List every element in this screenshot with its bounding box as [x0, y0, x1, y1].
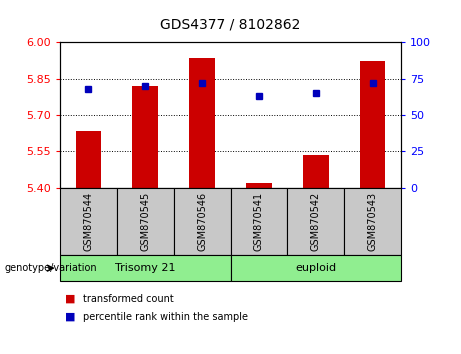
Bar	[132, 86, 158, 188]
Bar	[230, 188, 287, 255]
Bar	[344, 188, 401, 255]
Bar	[303, 155, 329, 188]
Text: GSM870541: GSM870541	[254, 192, 264, 251]
Text: genotype/variation: genotype/variation	[5, 263, 97, 273]
Bar	[76, 131, 101, 188]
Bar	[189, 58, 215, 188]
Text: percentile rank within the sample: percentile rank within the sample	[83, 312, 248, 322]
Text: GSM870543: GSM870543	[367, 192, 378, 251]
Text: GSM870546: GSM870546	[197, 192, 207, 251]
Bar	[360, 61, 385, 188]
Text: euploid: euploid	[295, 263, 337, 273]
Text: Trisomy 21: Trisomy 21	[115, 263, 176, 273]
Text: GDS4377 / 8102862: GDS4377 / 8102862	[160, 18, 301, 32]
Bar	[230, 255, 401, 281]
Text: GSM870544: GSM870544	[83, 192, 94, 251]
Text: GSM870542: GSM870542	[311, 192, 321, 251]
Text: ■: ■	[65, 294, 75, 304]
Bar	[174, 188, 230, 255]
Bar	[117, 188, 174, 255]
Text: GSM870545: GSM870545	[140, 192, 150, 251]
Bar	[60, 188, 117, 255]
Text: ■: ■	[65, 312, 75, 322]
Bar	[60, 255, 230, 281]
Bar	[246, 183, 272, 188]
Text: transformed count: transformed count	[83, 294, 174, 304]
Bar	[287, 188, 344, 255]
